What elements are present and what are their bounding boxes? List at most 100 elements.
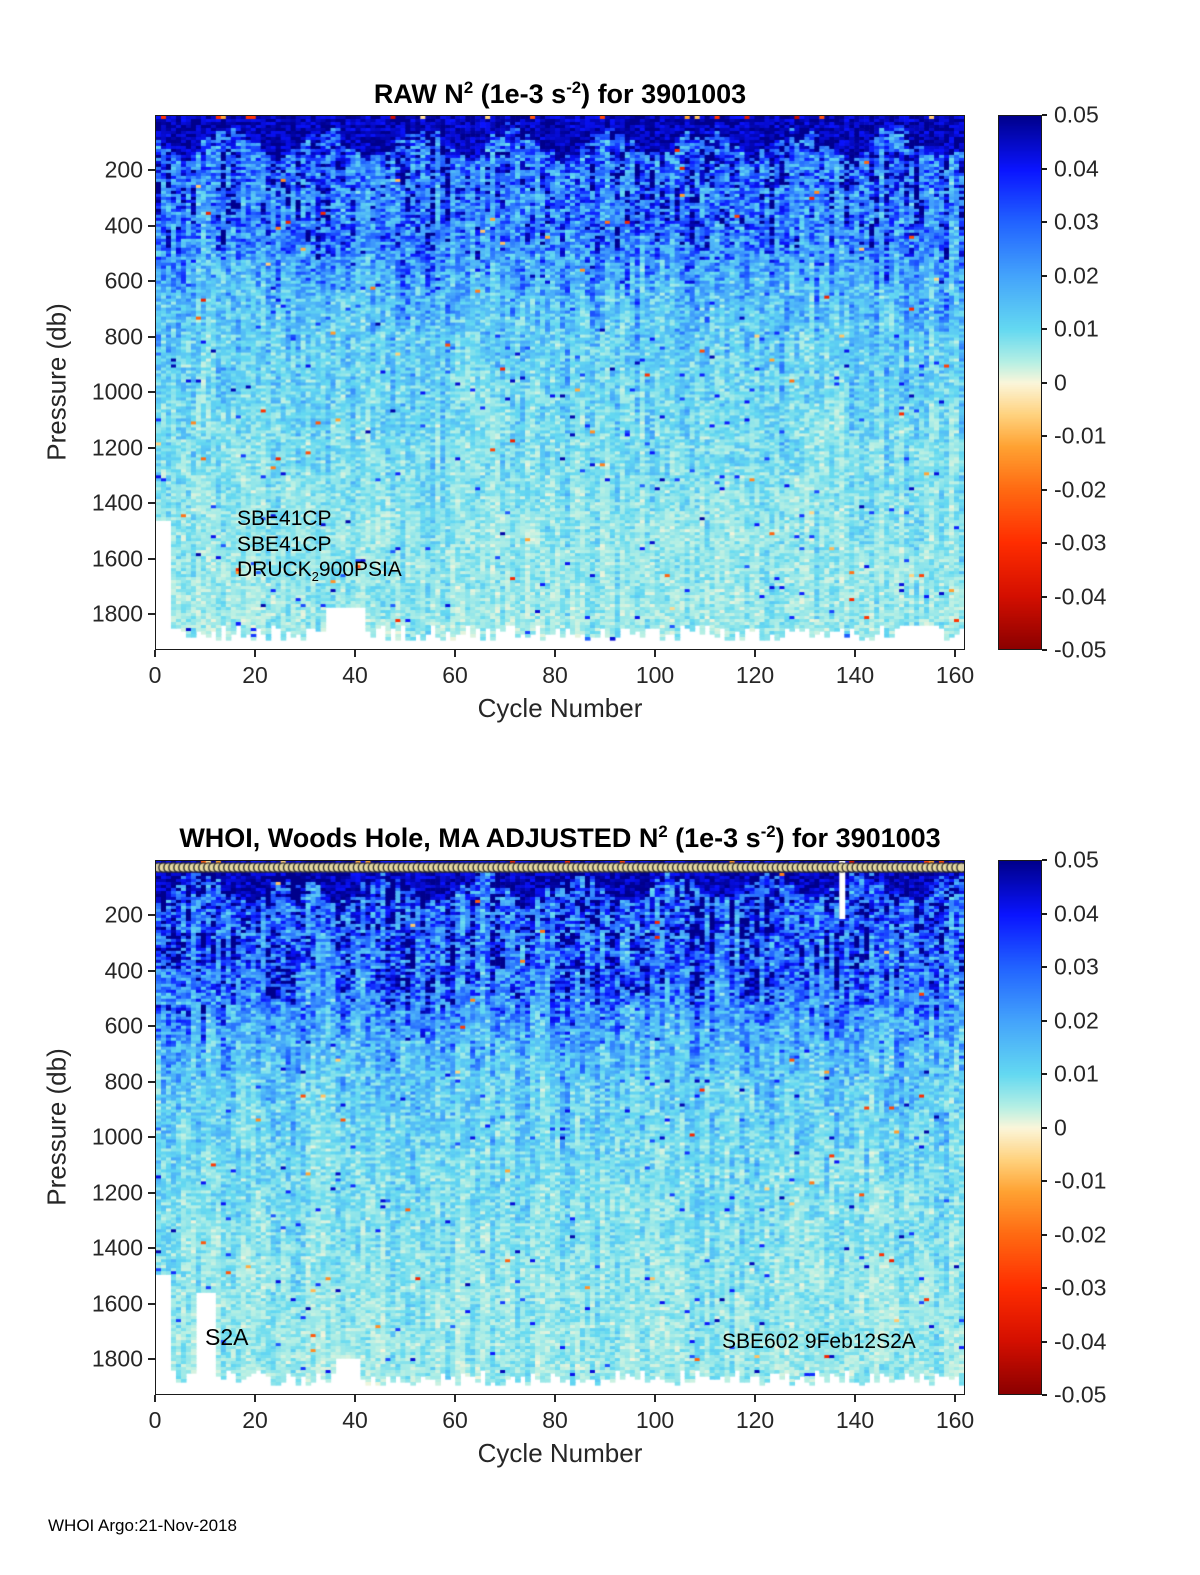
colorbar-tick-label: 0.02 xyxy=(1054,1007,1099,1033)
x-tick-mark xyxy=(954,1395,956,1402)
colorbar-tick-mark xyxy=(1042,114,1047,116)
raw-x-axis-label: Cycle Number xyxy=(477,693,643,723)
colorbar-tick-label: -0.05 xyxy=(1054,1381,1107,1408)
y-tick-mark xyxy=(148,914,155,917)
y-tick-mark xyxy=(148,1025,155,1028)
x-tick-label: 0 xyxy=(148,1407,162,1433)
colorbar-tick-label: -0.05 xyxy=(1054,636,1107,663)
x-tick-mark xyxy=(154,650,156,657)
colorbar-tick-label: -0.03 xyxy=(1054,1274,1107,1301)
y-tick-mark xyxy=(148,1080,155,1083)
colorbar-tick-label: 0 xyxy=(1054,369,1067,395)
colorbar-tick-mark xyxy=(1042,1233,1047,1236)
y-tick-label: 1800 xyxy=(91,1345,143,1372)
y-tick-label: 1200 xyxy=(91,434,143,461)
y-tick-label: 1000 xyxy=(91,378,143,405)
x-tick-mark xyxy=(554,1395,556,1402)
raw-colorbar-canvas xyxy=(999,116,1041,649)
x-tick-label: 80 xyxy=(542,1407,568,1433)
colorbar-tick-mark xyxy=(1042,595,1047,598)
y-tick-label: 1400 xyxy=(91,489,143,516)
colorbar-tick-mark xyxy=(1042,435,1047,437)
y-tick-mark xyxy=(148,391,155,394)
y-tick-mark xyxy=(148,1357,155,1360)
colorbar-tick-mark xyxy=(1042,1394,1047,1396)
x-tick-label: 140 xyxy=(835,662,875,688)
x-tick-label: 140 xyxy=(835,1407,875,1433)
x-tick-mark xyxy=(254,650,256,657)
colorbar-tick-mark xyxy=(1042,966,1047,968)
y-tick-label: 800 xyxy=(104,323,143,350)
colorbar-tick-mark xyxy=(1042,859,1047,861)
x-tick-mark xyxy=(154,1395,156,1402)
y-tick-mark xyxy=(148,169,155,172)
raw-plot-area xyxy=(155,115,965,650)
x-tick-label: 60 xyxy=(442,1407,468,1433)
y-tick-label: 1800 xyxy=(91,600,143,627)
x-tick-mark xyxy=(254,1395,256,1402)
x-tick-mark xyxy=(754,650,756,657)
y-tick-mark xyxy=(148,1302,155,1305)
figure-footer: WHOI Argo:21-Nov-2018 xyxy=(48,1516,237,1535)
raw-title: RAW N2 (1e-3 s-2) for 3901003 xyxy=(374,78,746,110)
colorbar-tick-label: -0.01 xyxy=(1054,1167,1107,1194)
colorbar-tick-mark xyxy=(1042,221,1047,223)
druck-label-sub: 2 xyxy=(311,569,319,585)
colorbar-tick-label: 0.01 xyxy=(1054,315,1099,342)
adjusted-title-part1: WHOI, Woods Hole, MA ADJUSTED N xyxy=(179,823,659,853)
colorbar-tick-label: -0.04 xyxy=(1054,583,1107,609)
adjusted-title-sup1: 2 xyxy=(658,822,668,841)
y-tick-label: 600 xyxy=(104,267,143,294)
x-tick-label: 80 xyxy=(542,662,568,688)
raw-title-part2: (1e-3 s xyxy=(473,79,567,109)
y-tick-mark xyxy=(148,612,155,615)
colorbar-tick-mark xyxy=(1042,328,1047,330)
y-tick-label: 1600 xyxy=(91,545,143,572)
colorbar-tick-mark xyxy=(1042,381,1047,384)
x-tick-label: 120 xyxy=(735,662,775,688)
adjusted-title-part2: (1e-3 s xyxy=(667,823,761,853)
adjusted-x-axis-label: Cycle Number xyxy=(477,1438,643,1468)
x-tick-mark xyxy=(854,1395,856,1402)
y-tick-mark xyxy=(148,335,155,338)
adjusted-heatmap-canvas xyxy=(156,861,964,1394)
raw-annotation-sensor-2: SBE41CP xyxy=(237,533,332,556)
y-tick-label: 600 xyxy=(104,1012,143,1039)
colorbar-tick-label: 0.03 xyxy=(1054,953,1099,980)
druck-label-psia: 900PSIA xyxy=(318,558,402,581)
adjusted-colorbar-canvas xyxy=(999,861,1041,1394)
y-tick-mark xyxy=(148,446,155,449)
x-tick-label: 120 xyxy=(735,1407,775,1433)
colorbar-tick-label: 0.04 xyxy=(1054,900,1099,926)
colorbar-tick-label: -0.02 xyxy=(1054,1221,1107,1247)
druck-label-text: DRUCK xyxy=(237,558,312,581)
colorbar-tick-label: 0.05 xyxy=(1054,846,1099,873)
adjusted-title: WHOI, Woods Hole, MA ADJUSTED N2 (1e-3 s… xyxy=(179,822,940,854)
x-tick-mark xyxy=(954,650,956,657)
x-tick-mark xyxy=(554,650,556,657)
x-tick-label: 160 xyxy=(935,1407,975,1433)
colorbar-tick-label: -0.04 xyxy=(1054,1328,1107,1354)
colorbar-tick-label: 0.01 xyxy=(1054,1060,1099,1087)
adjusted-plot-area xyxy=(155,860,965,1395)
y-tick-mark xyxy=(148,557,155,560)
x-tick-label: 160 xyxy=(935,662,975,688)
colorbar-tick-mark xyxy=(1042,167,1047,170)
y-tick-mark xyxy=(148,1136,155,1139)
raw-annotation-pressure-sensor: DRUCK2900PSIA xyxy=(237,558,402,584)
y-tick-label: 1000 xyxy=(91,1123,143,1150)
colorbar-tick-mark xyxy=(1042,912,1047,915)
raw-annotation-sensor-1: SBE41CP xyxy=(237,507,332,530)
x-tick-mark xyxy=(754,1395,756,1402)
colorbar-tick-label: 0.02 xyxy=(1054,262,1099,288)
colorbar-tick-label: -0.03 xyxy=(1054,529,1107,556)
colorbar-tick-label: 0.03 xyxy=(1054,208,1099,235)
raw-title-part1: RAW N xyxy=(373,79,464,109)
x-tick-label: 40 xyxy=(342,662,368,688)
y-tick-label: 400 xyxy=(104,212,143,239)
colorbar-tick-mark xyxy=(1042,1340,1047,1343)
x-tick-mark xyxy=(854,650,856,657)
y-tick-mark xyxy=(148,1191,155,1194)
raw-colorbar xyxy=(998,115,1042,650)
